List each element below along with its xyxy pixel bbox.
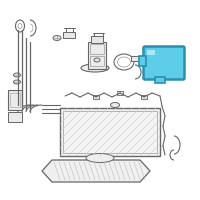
Ellipse shape [14, 73, 21, 77]
Ellipse shape [53, 36, 61, 40]
Bar [63, 32, 75, 38]
Ellipse shape [86, 154, 114, 162]
Bar [90, 56, 104, 66]
Bar [63, 111, 157, 153]
Bar [155, 77, 165, 83]
Bar [141, 95, 147, 99]
Bar [117, 91, 123, 95]
Bar [8, 90, 22, 110]
Bar [90, 44, 104, 54]
Bar [88, 42, 106, 69]
Bar [131, 56, 139, 61]
FancyBboxPatch shape [144, 46, 184, 79]
Bar [60, 108, 160, 156]
Bar [139, 56, 146, 66]
Bar [147, 50, 155, 55]
Ellipse shape [94, 58, 100, 62]
Polygon shape [42, 160, 150, 182]
Ellipse shape [110, 102, 120, 108]
Bar [93, 95, 99, 99]
Bar [91, 36, 103, 43]
Bar [8, 112, 22, 122]
Ellipse shape [14, 80, 21, 84]
Bar [10, 93, 20, 107]
Ellipse shape [81, 64, 109, 72]
